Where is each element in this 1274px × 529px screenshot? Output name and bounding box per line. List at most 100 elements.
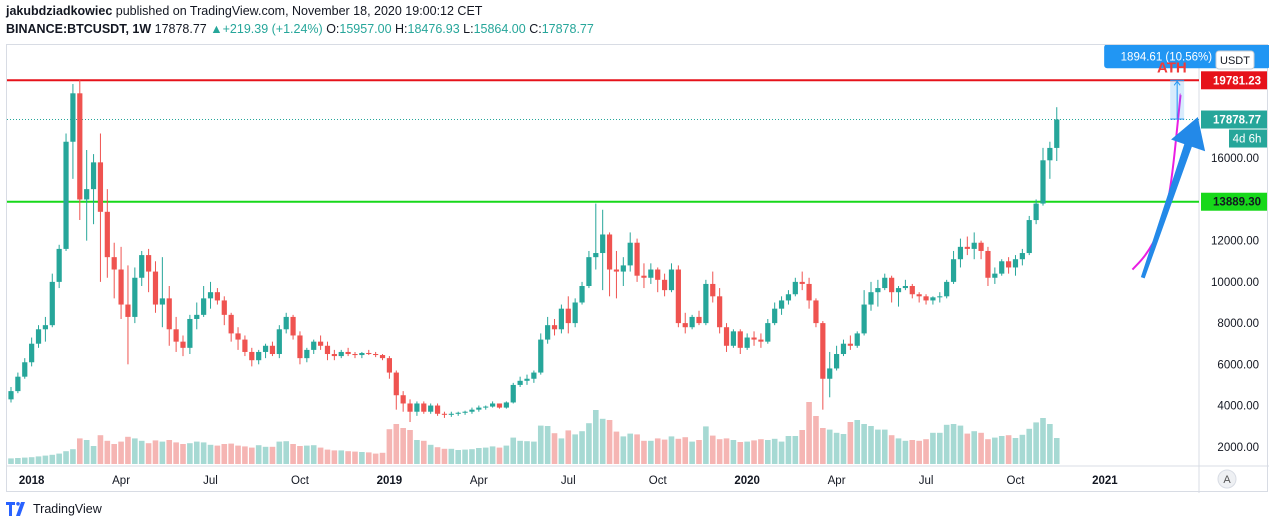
candle: [875, 279, 881, 307]
candle: [63, 133, 69, 251]
candle-body: [90, 162, 97, 190]
volume-bar: [682, 437, 689, 464]
candle: [29, 337, 35, 367]
candle-body: [262, 345, 269, 352]
candle: [895, 286, 902, 307]
candle-body: [22, 362, 28, 377]
volume-bar: [441, 448, 448, 464]
volume-bar: [586, 423, 592, 464]
volume-bar: [427, 444, 434, 464]
volume-bar: [1019, 434, 1026, 464]
volume-bar: [861, 424, 867, 464]
candle-body: [187, 318, 193, 348]
candle-body: [827, 368, 833, 379]
candle-body: [373, 354, 379, 356]
candle: [854, 331, 860, 348]
last-price: 17878.77: [154, 22, 207, 36]
volume-bar: [654, 438, 661, 464]
candle: [15, 372, 21, 394]
support-price-label: 13889.30: [1213, 197, 1261, 209]
tradingview-brand[interactable]: TradingView: [33, 502, 102, 516]
candle-body: [964, 246, 970, 249]
volume-bar: [599, 418, 606, 464]
author-name[interactable]: jakubdziadkowiec: [6, 4, 113, 18]
volume-bar: [63, 451, 69, 464]
candle-body: [180, 341, 186, 348]
price-tick: 6000.00: [1217, 359, 1259, 371]
candle: [538, 333, 544, 375]
volume-bar: [606, 420, 613, 464]
candle-body: [999, 261, 1005, 274]
candle-body: [304, 349, 310, 359]
volume-bar: [696, 440, 702, 464]
candle-body: [152, 271, 159, 305]
time-tick: 2018: [19, 475, 45, 487]
candle: [366, 349, 372, 356]
price-chart[interactable]: 1894.61 (10.56%) 189461ATH2000.004000.00…: [7, 45, 1269, 493]
candle-body: [97, 162, 104, 212]
candle: [379, 354, 386, 361]
volume-bar: [352, 451, 358, 464]
candle-body: [992, 273, 998, 278]
candle-body: [407, 403, 413, 412]
volume-bar: [331, 450, 338, 464]
volume-bar: [455, 450, 461, 464]
candle-body: [242, 339, 248, 352]
candle-body: [854, 333, 860, 346]
volume-bar: [434, 447, 441, 464]
volume-bar: [723, 438, 730, 464]
candle-body: [662, 279, 668, 291]
candle-body: [290, 316, 296, 336]
candle: [834, 345, 840, 371]
autoscale-button[interactable]: A: [1217, 469, 1237, 489]
price-tick: 10000.00: [1211, 277, 1259, 289]
volume-bar: [400, 428, 406, 464]
candle-body: [318, 341, 324, 346]
chart-frame[interactable]: 1894.61 (10.56%) 189461 ATH 2000.00 4000.00…: [6, 44, 1269, 493]
time-tick: Oct: [649, 475, 668, 487]
candle-body: [201, 298, 207, 315]
candle: [737, 329, 743, 355]
candle: [441, 411, 448, 418]
candle-body: [758, 339, 764, 342]
candle-body: [613, 269, 620, 272]
volume-bar: [407, 430, 413, 464]
candle-body: [682, 323, 688, 328]
volume-bar: [173, 442, 179, 464]
candle-body: [345, 351, 351, 355]
volume-bar: [469, 449, 475, 464]
candle-body: [1033, 203, 1039, 221]
volume-bar: [393, 424, 400, 464]
volume-bar: [854, 420, 861, 464]
candle: [56, 244, 62, 289]
volume-bar: [551, 433, 558, 464]
candle: [957, 238, 964, 268]
volume-bar: [193, 441, 200, 464]
volume-bar: [820, 428, 826, 464]
candles: [8, 79, 1060, 423]
candle: [297, 331, 303, 365]
volume-bar: [544, 426, 551, 464]
volume-bar: [83, 440, 90, 464]
volume-bar: [661, 439, 668, 464]
candle-body: [366, 352, 372, 355]
candle: [221, 296, 227, 326]
autoscale-button-circle: [1217, 469, 1237, 489]
candle-body: [985, 250, 991, 278]
tradingview-logo-icon[interactable]: [6, 502, 28, 516]
candle-body: [923, 296, 929, 301]
candle: [421, 401, 427, 414]
candle-body: [63, 141, 69, 249]
candle-body: [531, 372, 537, 379]
candle-body: [524, 378, 530, 381]
low-value: 15864.00: [473, 22, 526, 36]
volume-bar: [372, 453, 379, 464]
candle: [276, 325, 282, 359]
time-tick: Apr: [470, 475, 488, 487]
volume-bar: [221, 444, 228, 464]
candle-body: [331, 354, 337, 357]
volume-bar: [868, 426, 874, 464]
candle-body: [620, 265, 626, 272]
candle-body: [558, 308, 564, 330]
candle-body: [703, 283, 709, 324]
